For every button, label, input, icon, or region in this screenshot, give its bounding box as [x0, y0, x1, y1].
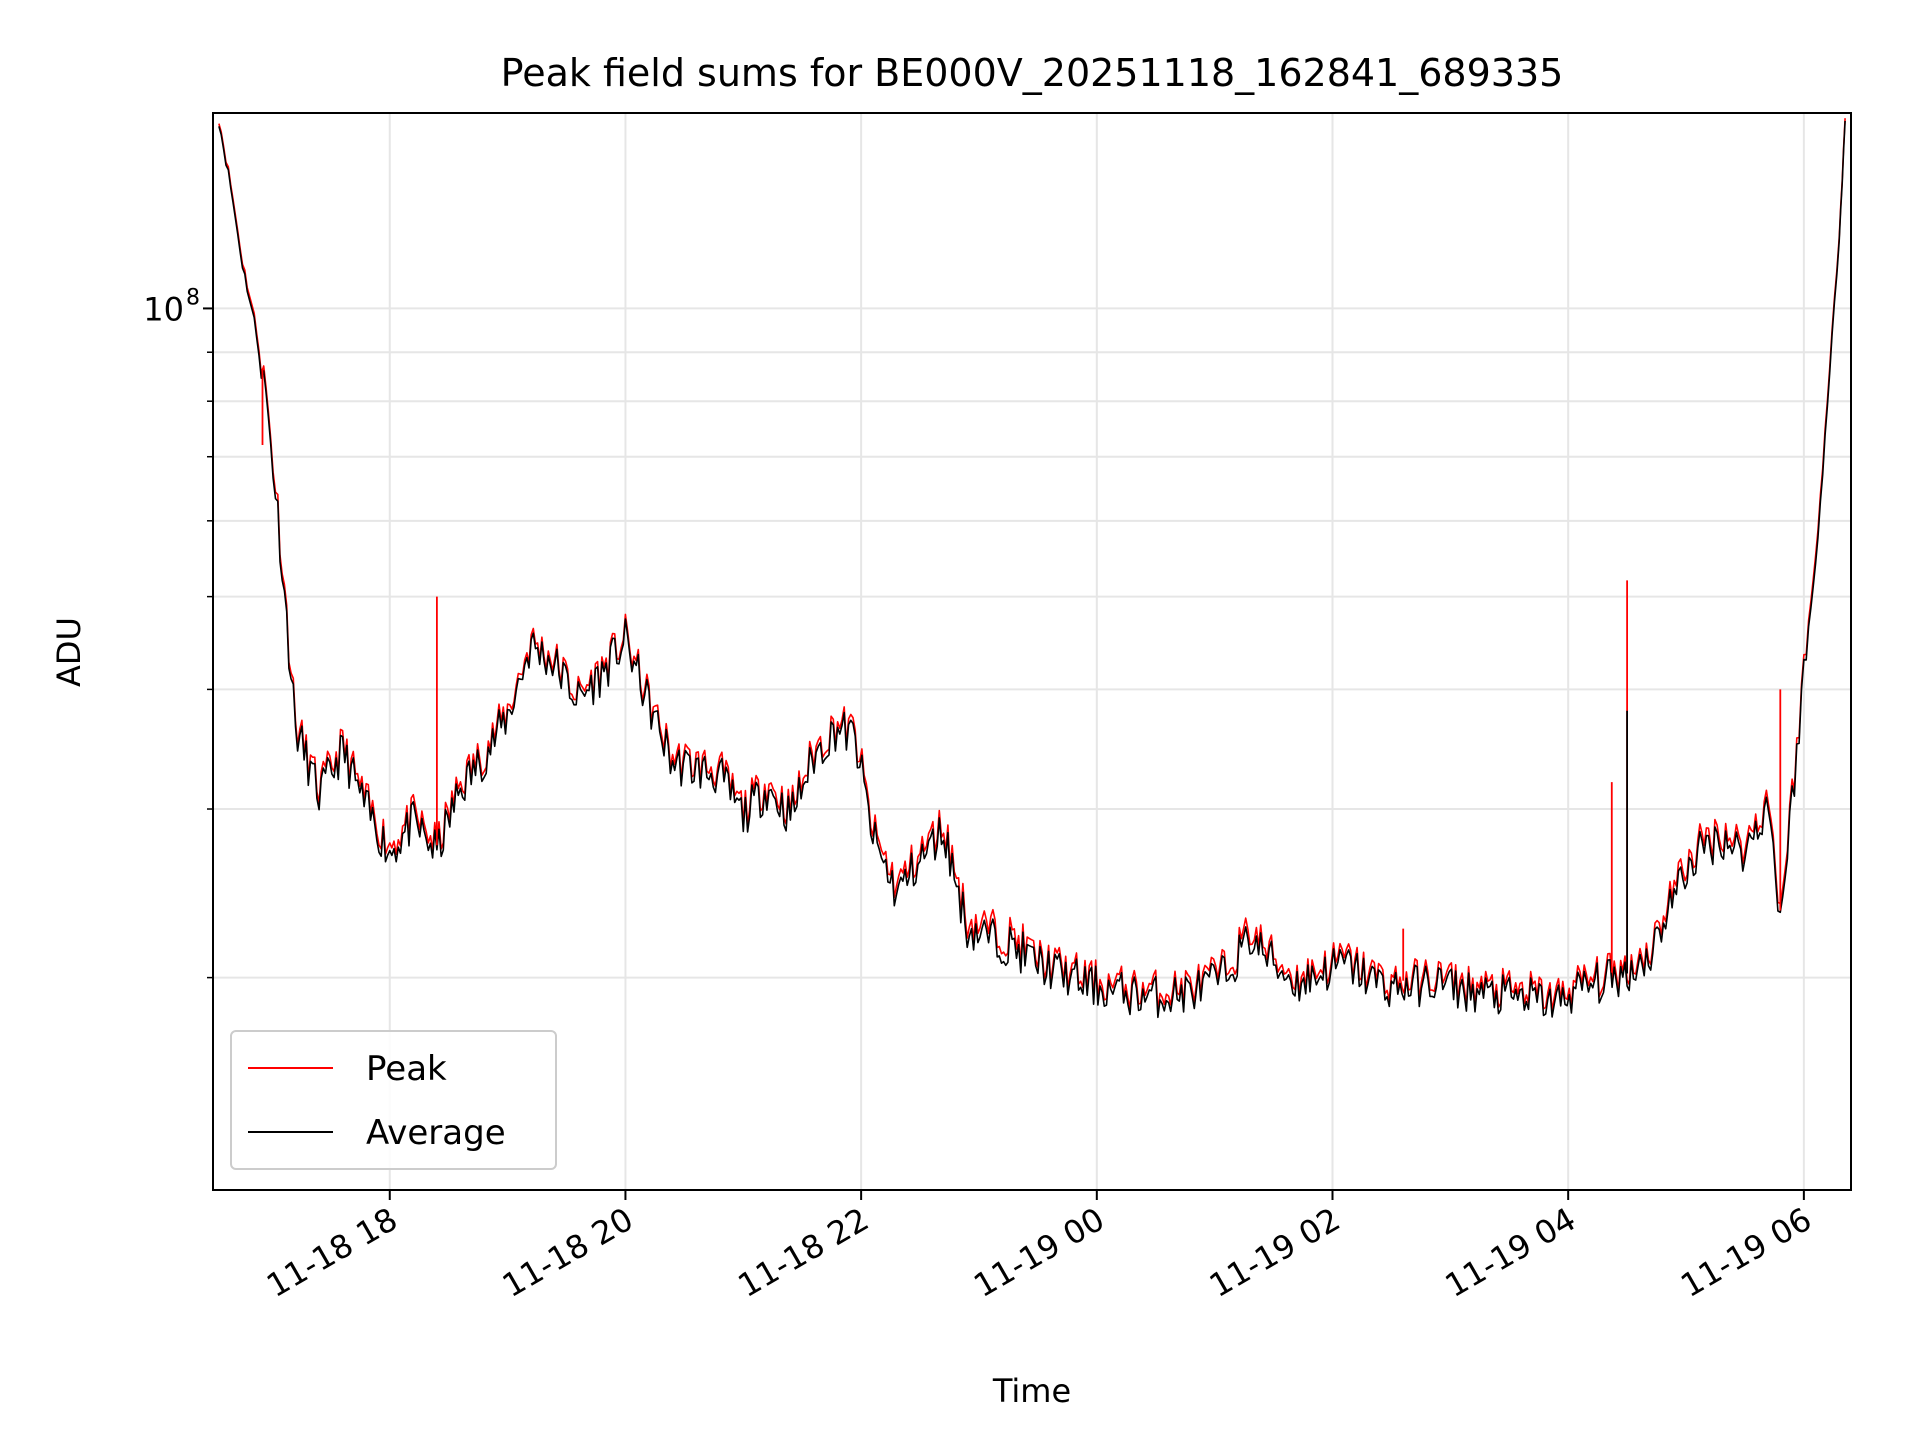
chart-title: Peak field sums for BE000V_20251118_1628…: [501, 51, 1564, 95]
y-axis-label: ADU: [50, 617, 88, 687]
legend: Peak Average: [230, 1030, 557, 1170]
grid: [213, 113, 1851, 1190]
plot-frame: [212, 112, 1852, 1191]
plot-area: [218, 118, 1846, 1019]
y-tick-label: 10: [143, 290, 184, 328]
y-tick-label-exponent: 8: [186, 285, 200, 310]
legend-peak-label: Peak: [366, 1049, 447, 1089]
series-line-average: [218, 120, 1846, 1019]
legend-average-label: Average: [366, 1113, 506, 1153]
x-axis-label: Time: [992, 1372, 1071, 1410]
legend-box: [230, 1030, 557, 1170]
